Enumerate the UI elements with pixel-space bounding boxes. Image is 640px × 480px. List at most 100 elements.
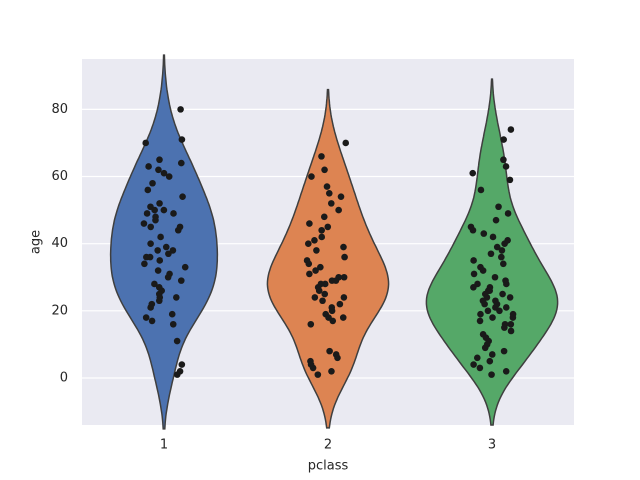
point: [484, 307, 492, 315]
point: [335, 206, 342, 214]
point: [473, 354, 481, 362]
point: [498, 247, 506, 254]
point: [326, 347, 333, 355]
point: [140, 220, 148, 227]
point: [314, 371, 322, 378]
point: [334, 354, 341, 362]
point: [340, 273, 348, 281]
point: [160, 169, 168, 177]
point: [336, 300, 344, 308]
point: [481, 300, 488, 308]
point: [318, 233, 326, 241]
point: [142, 139, 149, 147]
point: [312, 267, 319, 274]
point: [487, 250, 495, 258]
point: [151, 206, 158, 214]
point: [328, 277, 336, 284]
point: [174, 226, 182, 234]
point: [509, 314, 517, 321]
point: [141, 260, 148, 268]
point: [305, 240, 312, 247]
point: [506, 294, 514, 301]
point: [469, 226, 477, 234]
point: [177, 159, 185, 167]
point: [165, 173, 173, 180]
point: [340, 243, 347, 251]
point: [142, 314, 150, 321]
point: [329, 317, 337, 325]
point: [342, 139, 350, 147]
point: [146, 253, 154, 261]
point: [156, 156, 163, 164]
point: [489, 233, 497, 241]
y-axis-label: age: [29, 230, 44, 254]
point: [470, 361, 477, 368]
point: [503, 280, 510, 288]
point: [500, 347, 508, 355]
point: [173, 337, 181, 345]
point: [500, 136, 507, 143]
violin: [266, 88, 390, 429]
point: [337, 193, 345, 200]
point: [502, 304, 510, 311]
point: [324, 223, 332, 231]
point: [339, 314, 347, 321]
point: [154, 267, 162, 274]
point: [144, 186, 152, 194]
point: [305, 260, 313, 268]
point: [313, 247, 320, 254]
point: [501, 324, 508, 331]
x-tick-label: 3: [488, 438, 496, 453]
y-tick-label: 0: [60, 370, 68, 385]
point: [170, 210, 177, 217]
point: [179, 193, 186, 200]
point: [500, 156, 507, 164]
point: [306, 220, 313, 227]
point: [323, 183, 331, 190]
point: [148, 317, 156, 325]
x-tick-label: 2: [324, 438, 332, 453]
x-tick-label: 1: [160, 438, 168, 453]
point: [480, 230, 488, 237]
point: [328, 307, 336, 315]
point: [469, 169, 477, 177]
point: [321, 166, 328, 174]
point: [476, 364, 484, 372]
point: [155, 297, 163, 305]
point: [325, 190, 333, 197]
point: [507, 327, 515, 335]
point: [328, 367, 335, 375]
violin: [109, 54, 219, 430]
point: [470, 257, 477, 264]
point: [177, 106, 184, 113]
point: [470, 270, 478, 278]
point: [319, 297, 326, 305]
point: [488, 351, 496, 358]
point: [157, 233, 164, 241]
point: [156, 257, 164, 264]
y-tick-label: 80: [51, 102, 68, 117]
point: [178, 361, 186, 368]
point: [147, 240, 154, 247]
point: [152, 216, 159, 224]
point: [476, 317, 484, 325]
point: [477, 186, 485, 194]
point: [308, 173, 315, 180]
point: [162, 243, 170, 251]
point: [149, 179, 156, 187]
point: [169, 320, 177, 328]
point: [507, 126, 515, 133]
point: [165, 250, 172, 258]
point: [147, 223, 155, 231]
point: [307, 320, 315, 328]
point: [160, 206, 168, 214]
point: [311, 294, 319, 301]
point: [311, 237, 318, 244]
point: [327, 200, 335, 207]
point: [154, 247, 161, 254]
point: [486, 357, 494, 365]
point: [470, 284, 477, 291]
x-axis-label: pclass: [308, 459, 349, 474]
point: [169, 247, 177, 254]
